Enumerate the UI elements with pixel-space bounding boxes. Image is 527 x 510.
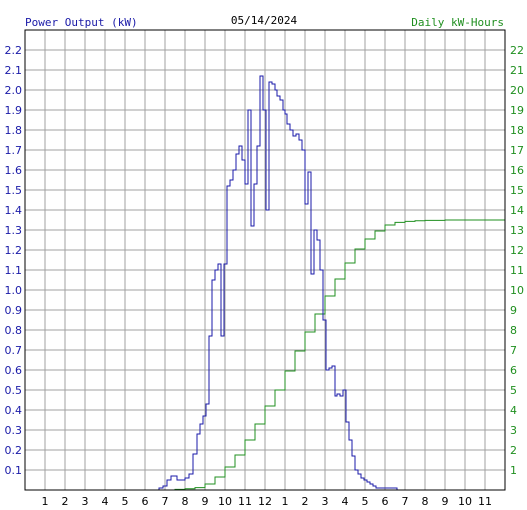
y-right-tick-label: 12 — [510, 244, 524, 257]
x-tick-label: 2 — [302, 495, 309, 508]
x-tick-label: 6 — [382, 495, 389, 508]
x-tick-label: 4 — [342, 495, 349, 508]
x-tick-label: 7 — [402, 495, 409, 508]
y-right-tick-label: 22 — [510, 44, 524, 57]
x-tick-label: 4 — [102, 495, 109, 508]
y-left-tick-label: 0.4 — [5, 404, 23, 417]
plot-frame — [24, 29, 506, 491]
y-right-tick-label: 14 — [510, 204, 524, 217]
x-tick-label: 7 — [162, 495, 169, 508]
chart-title: 05/14/2024 — [231, 14, 298, 27]
y-right-tick-label: 4 — [510, 404, 517, 417]
y-left-tick-label: 1.3 — [5, 224, 23, 237]
y-left-tick-label: 0.3 — [5, 424, 23, 437]
y-right-tick-label: 5 — [510, 384, 517, 397]
x-tick-label: 3 — [82, 495, 89, 508]
y-left-tick-label: 2.0 — [5, 84, 23, 97]
right-axis-title: Daily kW-Hours — [411, 16, 504, 29]
y-right-tick-label: 11 — [510, 264, 524, 277]
y-right-tick-label: 21 — [510, 64, 524, 77]
x-tick-label: 10 — [458, 495, 472, 508]
y-left-tick-label: 2.2 — [5, 44, 23, 57]
series-lines — [25, 75, 505, 491]
x-tick-label: 5 — [362, 495, 369, 508]
x-tick-label: 1 — [42, 495, 49, 508]
y-left-tick-label: 1.7 — [5, 144, 23, 157]
x-tick-label: 2 — [62, 495, 69, 508]
y-left-tick-label: 1.2 — [5, 244, 23, 257]
y-right-tick-label: 10 — [510, 284, 524, 297]
y-left-tick-label: 0.5 — [5, 384, 23, 397]
series-line-power-output — [25, 75, 505, 491]
gridlines — [25, 30, 505, 490]
y-right-tick-label: 6 — [510, 364, 517, 377]
left-axis-title: Power Output (kW) — [25, 16, 138, 29]
x-tick-label: 8 — [182, 495, 189, 508]
y-left-tick-label: 1.0 — [5, 284, 23, 297]
x-tick-label: 10 — [218, 495, 232, 508]
y-right-tick-label: 9 — [510, 304, 517, 317]
y-right-tick-label: 7 — [510, 344, 517, 357]
y-right-tick-label: 16 — [510, 164, 524, 177]
y-left-tick-label: 1.1 — [5, 264, 23, 277]
x-tick-label: 12 — [258, 495, 272, 508]
tick-labels: 1 2 3 4 5 6 7 8 9 10 11 12 1 2 3 4 5 6 7 8 9 10 110.10.20.30.4… — [5, 44, 525, 508]
y-right-tick-label: 13 — [510, 224, 524, 237]
x-tick-label: 8 — [422, 495, 429, 508]
x-tick-label: 6 — [142, 495, 149, 508]
y-right-tick-label: 18 — [510, 124, 524, 137]
y-left-tick-label: 1.8 — [5, 124, 23, 137]
y-right-tick-label: 17 — [510, 144, 524, 157]
x-tick-label: 3 — [322, 495, 329, 508]
y-left-tick-label: 0.8 — [5, 324, 23, 337]
y-left-tick-label: 0.6 — [5, 364, 23, 377]
x-tick-label: 11 — [478, 495, 492, 508]
x-tick-label: 1 — [282, 495, 289, 508]
y-right-tick-label: 2 — [510, 444, 517, 457]
y-left-tick-label: 0.1 — [5, 464, 23, 477]
y-left-tick-label: 1.4 — [5, 204, 23, 217]
y-left-tick-label: 2.1 — [5, 64, 23, 77]
x-tick-label: 11 — [238, 495, 252, 508]
y-right-tick-label: 1 — [510, 464, 517, 477]
y-left-tick-label: 1.5 — [5, 184, 23, 197]
y-left-tick-label: 0.7 — [5, 344, 23, 357]
x-tick-label: 9 — [202, 495, 209, 508]
y-left-tick-label: 0.9 — [5, 304, 23, 317]
x-tick-label: 9 — [442, 495, 449, 508]
series-line-daily-kwh — [25, 219, 505, 491]
y-right-tick-label: 19 — [510, 104, 524, 117]
x-tick-label: 5 — [122, 495, 129, 508]
y-right-tick-label: 15 — [510, 184, 524, 197]
y-left-tick-label: 0.2 — [5, 444, 23, 457]
y-left-tick-label: 1.6 — [5, 164, 23, 177]
y-right-tick-label: 8 — [510, 324, 517, 337]
y-left-tick-label: 1.9 — [5, 104, 23, 117]
y-right-tick-label: 3 — [510, 424, 517, 437]
y-right-tick-label: 20 — [510, 84, 524, 97]
